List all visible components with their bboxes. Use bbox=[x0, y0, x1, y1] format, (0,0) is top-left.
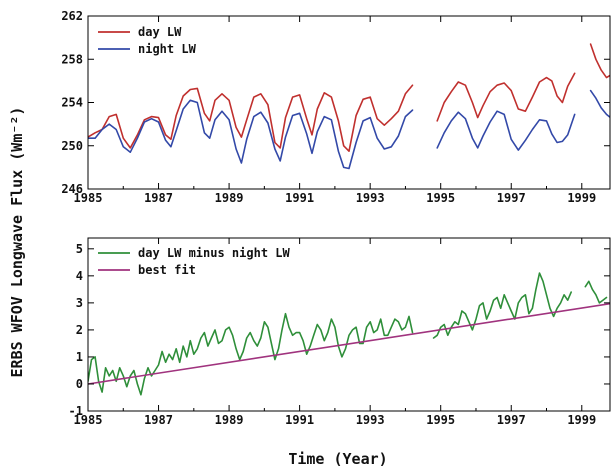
x-tick-label: 1999 bbox=[567, 191, 596, 205]
x-tick-label: 1989 bbox=[215, 191, 244, 205]
series-line-1-2-segment-1 bbox=[88, 99, 414, 170]
y-tick-label: 5 bbox=[76, 242, 83, 256]
legend-label-2-2: best fit bbox=[138, 263, 196, 277]
series-line-2-1-segment-2 bbox=[432, 272, 573, 339]
panel-1-plot-area bbox=[88, 43, 610, 170]
x-tick-label: 1995 bbox=[426, 413, 455, 427]
x-tick-label: 1993 bbox=[356, 413, 385, 427]
series-line-1-1-segment-1 bbox=[88, 84, 414, 152]
y-tick-label: 262 bbox=[61, 9, 83, 23]
legend-label-1-2: night LW bbox=[138, 42, 197, 56]
y-tick-label: 246 bbox=[61, 182, 83, 196]
panel-1: 1985 1987 1989 1991 1993 1995 1997 1999 246 250 25… bbox=[61, 9, 611, 205]
x-tick-label: 1995 bbox=[426, 191, 455, 205]
series-line-1-2-segment-2 bbox=[436, 110, 576, 151]
x-axis-title: Time (Year) bbox=[288, 450, 387, 468]
x-tick-label: 1987 bbox=[144, 413, 173, 427]
x-tick-label: 1997 bbox=[497, 191, 526, 205]
y-tick-label: 254 bbox=[61, 96, 83, 110]
y-tick-label: 2 bbox=[76, 323, 83, 337]
y-tick-label: 3 bbox=[76, 296, 83, 310]
y-tick-label: 258 bbox=[61, 52, 83, 66]
y-tick-label: 250 bbox=[61, 139, 83, 153]
y-tick-label: 4 bbox=[76, 269, 83, 283]
series-line-2-1-segment-3 bbox=[584, 280, 608, 304]
y-tick-label: -1 bbox=[69, 404, 83, 418]
x-tick-label: 1993 bbox=[356, 191, 385, 205]
x-tick-label: 1985 bbox=[74, 191, 103, 205]
x-tick-label: 1991 bbox=[285, 191, 314, 205]
series-line-1-2-segment-3 bbox=[589, 89, 610, 119]
x-tick-label: 1999 bbox=[567, 413, 596, 427]
x-tick-label: 1987 bbox=[144, 191, 173, 205]
series-line-2-2-segment-1 bbox=[88, 302, 610, 385]
y-tick-label: 1 bbox=[76, 350, 83, 364]
series-line-1-1-segment-2 bbox=[436, 72, 576, 122]
panel-2-frame bbox=[87, 237, 611, 412]
series-line-2-1-segment-1 bbox=[88, 312, 414, 396]
panel-2-plot-area bbox=[88, 272, 610, 396]
x-tick-label: 1991 bbox=[285, 413, 314, 427]
series-line-1-1-segment-3 bbox=[589, 43, 610, 79]
x-tick-label: 1985 bbox=[74, 413, 103, 427]
panel-2: 1985 1987 1989 1991 1993 1995 1997 1999 -1 0 1 2 3 4 5… bbox=[69, 237, 611, 427]
y-tick-label: 0 bbox=[76, 377, 83, 391]
shared-y-axis-title: ERBS WFOV Longwave Flux (Wm⁻²) bbox=[8, 107, 26, 378]
x-tick-label: 1989 bbox=[215, 413, 244, 427]
legend-label-2-1: day LW minus night LW bbox=[138, 246, 290, 260]
legend-label-1-1: day LW bbox=[138, 25, 182, 39]
x-tick-label: 1997 bbox=[497, 413, 526, 427]
